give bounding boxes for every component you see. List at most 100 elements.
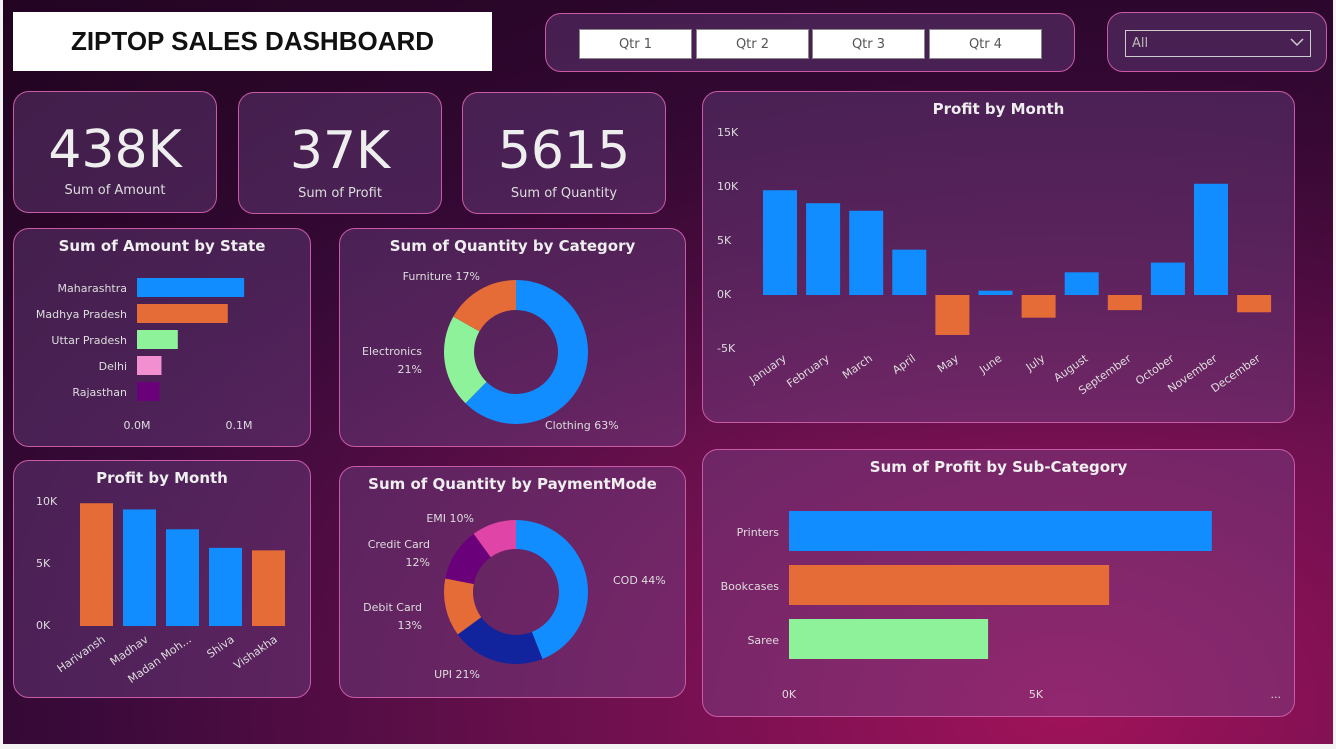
bar [1064, 272, 1099, 295]
bar [763, 190, 797, 295]
chart-payment: Sum of Quantity by PaymentMode COD 44% UPI… [339, 466, 686, 698]
kpi-profit: 37K Sum of Profit [238, 92, 442, 214]
tick-label: 10K [36, 495, 58, 508]
bar [252, 550, 285, 626]
chart-profit-month: Profit by Month 15K 10K 5K 0K -5K January Febru… [702, 91, 1295, 423]
dropdown-value: All [1132, 36, 1149, 51]
bar [137, 330, 178, 349]
bar [80, 503, 113, 626]
slice-label: Credit Card [368, 538, 430, 551]
slice-label: COD 44% [613, 574, 666, 587]
quarter-slicer: Qtr 1 Qtr 2 Qtr 3 Qtr 4 [545, 13, 1075, 72]
bar [789, 619, 989, 659]
category-label: Delhi [99, 360, 127, 373]
slice [516, 520, 588, 659]
category-label: February [784, 352, 832, 391]
kpi-label: Sum of Amount [64, 183, 166, 198]
category-label: Harivansh [55, 633, 108, 676]
kpi-label: Sum of Profit [298, 186, 382, 201]
bar [978, 290, 1013, 295]
bar [209, 547, 242, 626]
slice-label: EMI 10% [426, 512, 474, 525]
slice-label: Debit Card [363, 601, 422, 614]
category-label: Saree [747, 634, 779, 647]
chart-subcategory: Sum of Profit by Sub-Category Printers Boo… [702, 449, 1295, 717]
category-label: Madhya Pradesh [36, 308, 127, 321]
slice [444, 316, 487, 404]
qtr-3-button[interactable]: Qtr 3 [812, 29, 925, 59]
tick-label: 5K [36, 557, 51, 570]
slice-label: UPI 21% [434, 668, 480, 681]
chevron-down-icon [1290, 36, 1304, 51]
tick-label: ... [1271, 688, 1282, 701]
tick-label: 0.0M [124, 419, 151, 432]
slice-label: 12% [406, 556, 430, 569]
filter-dropdown[interactable]: All [1125, 30, 1311, 57]
qtr-2-button[interactable]: Qtr 2 [696, 29, 809, 59]
bar [123, 509, 156, 626]
slice [473, 520, 516, 558]
tick-label: 10K [717, 180, 739, 193]
category-label: Maharashtra [58, 282, 128, 295]
tick-label: 0.1M [226, 419, 253, 432]
slice [445, 533, 491, 584]
slice-label: 21% [398, 363, 422, 376]
category-label: Uttar Pradesh [51, 334, 127, 347]
kpi-quantity: 5615 Sum of Quantity [462, 92, 666, 214]
kpi-amount: 438K Sum of Amount [13, 91, 217, 213]
slice-label: Clothing 63% [545, 419, 619, 432]
tick-label: 0K [717, 288, 732, 301]
dashboard-canvas: ZIPTOP SALES DASHBOARD Qtr 1 Qtr 2 Qtr 3… [3, 0, 1333, 744]
category-label: Vishakha [231, 633, 279, 672]
tick-label: 5K [717, 234, 732, 247]
slice [465, 280, 588, 424]
bar [935, 295, 970, 335]
kpi-value: 5615 [497, 121, 631, 181]
slice [457, 617, 543, 664]
slice-label: 13% [398, 619, 422, 632]
kpi-label: Sum of Quantity [510, 186, 618, 201]
category-label: Bookcases [721, 580, 780, 593]
tick-label: 15K [717, 126, 739, 139]
tick-label: 0K [36, 619, 51, 632]
slice-label: Furniture 17% [403, 270, 480, 283]
qtr-1-button[interactable]: Qtr 1 [579, 29, 692, 59]
kpi-value: 37K [289, 121, 391, 181]
chart-title: Sum of Amount by State [58, 237, 266, 255]
qtr-4-button[interactable]: Qtr 4 [929, 29, 1042, 59]
category-label: July [1023, 352, 1048, 375]
bar [137, 278, 245, 297]
bar [1150, 262, 1185, 295]
bar [137, 304, 228, 323]
page-title: ZIPTOP SALES DASHBOARD [13, 12, 492, 71]
slice-label: Electronics [362, 345, 422, 358]
chart-title: Sum of Quantity by PaymentMode [368, 475, 657, 493]
bar [1237, 295, 1272, 313]
bar [892, 249, 927, 295]
category-label: December [1209, 352, 1264, 396]
chart-title: Sum of Quantity by Category [389, 237, 636, 255]
category-label: January [746, 352, 789, 387]
tick-label: 5K [1029, 688, 1044, 701]
slice [453, 280, 516, 332]
bar [166, 529, 199, 626]
category-label: Shiva [204, 633, 236, 661]
tick-label: 0K [782, 688, 797, 701]
bar [849, 210, 884, 295]
category-label: April [890, 352, 918, 377]
chart-profit-person: Profit by Month 10K 5K 0K Harivansh Madhav Mad… [13, 460, 311, 698]
bar [137, 356, 162, 375]
chart-state: Sum of Amount by State Maharashtra Madhya … [13, 228, 311, 447]
bar [137, 382, 160, 401]
bar [789, 565, 1110, 605]
bar [1021, 295, 1056, 318]
bar [789, 511, 1212, 551]
bar [1194, 183, 1228, 295]
category-label: June [976, 352, 1004, 377]
chart-title: Sum of Profit by Sub-Category [869, 458, 1128, 476]
category-label: Printers [737, 526, 780, 539]
bar [1107, 295, 1142, 311]
filter-slicer: All [1107, 12, 1327, 72]
category-label: May [935, 352, 961, 376]
category-label: March [840, 352, 875, 382]
